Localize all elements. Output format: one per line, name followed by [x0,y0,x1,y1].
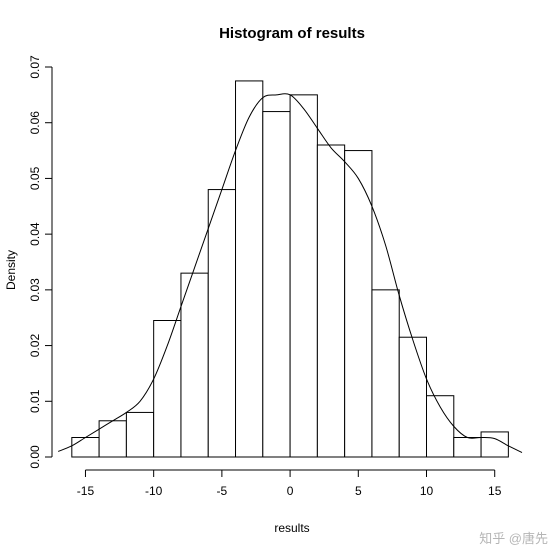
histogram-bars [71,80,509,458]
y-tick-label: 0.07 [28,55,42,79]
histogram-bar [235,80,264,458]
histogram-bar [344,150,373,458]
histogram-bar [153,320,182,458]
y-tick-label: 0.06 [28,111,42,135]
x-axis: -15 -10 -5 0 5 10 15 [77,469,502,498]
chart-title: Histogram of results [219,25,365,42]
x-tick-label: -5 [217,484,228,498]
histogram-bar [453,437,482,458]
watermark: 知乎 @唐先 [479,531,548,546]
x-tick-label: -10 [145,484,163,498]
y-axis: 0.00 0.01 0.02 0.03 0.04 0.05 0.06 0.07 [28,55,53,469]
histogram-bar [371,289,400,458]
x-axis-label: results [274,521,309,535]
x-tick-label: 15 [488,484,502,498]
y-axis-label: Density [4,250,18,290]
x-tick-label: -15 [77,484,95,498]
histogram-bar [398,336,428,458]
histogram-bar [207,189,237,458]
x-tick-label: 5 [355,484,362,498]
y-tick-label: 0.05 [28,166,42,190]
density-curve [57,93,523,453]
x-tick-label: 10 [420,484,434,498]
x-tick-label: 0 [287,484,294,498]
y-tick-label: 0.04 [28,222,42,246]
y-tick-label: 0.01 [28,389,42,413]
histogram-bar [262,111,291,458]
histogram-bar [316,144,346,458]
histogram-bar [289,94,318,458]
histogram-bar [71,437,100,458]
y-tick-label: 0.00 [28,445,42,469]
histogram-bar [480,431,509,458]
histogram-bar [180,272,209,458]
y-tick-label: 0.02 [28,334,42,358]
y-tick-label: 0.03 [28,278,42,302]
histogram-bar [426,395,455,458]
histogram-bar [125,411,155,458]
